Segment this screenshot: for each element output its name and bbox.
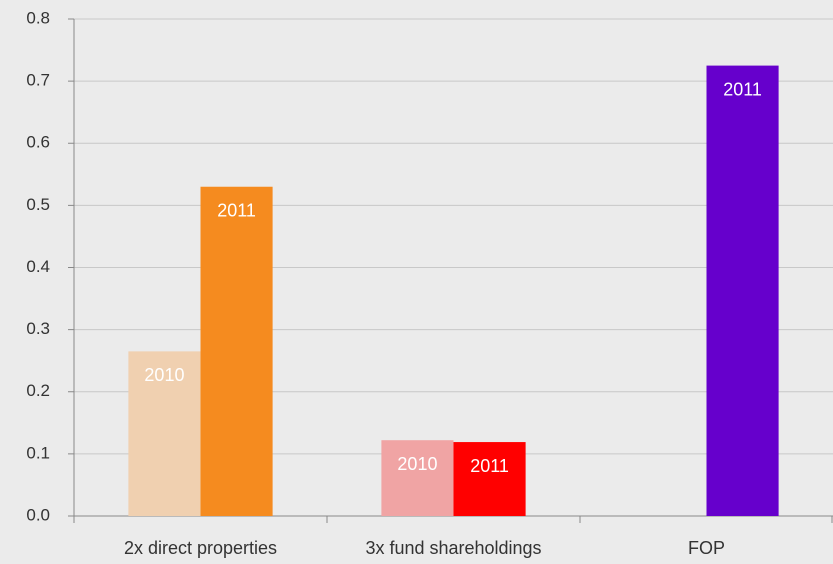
y-tick-label: 0.4 <box>26 257 50 276</box>
x-tick-label: FOP <box>688 538 725 558</box>
x-tick-label: 3x fund shareholdings <box>365 538 541 558</box>
x-tick-label: 2x direct properties <box>124 538 277 558</box>
bar <box>200 186 273 517</box>
y-tick-label: 0.6 <box>26 133 50 152</box>
y-tick-label: 0.2 <box>26 381 50 400</box>
y-tick-label: 0.7 <box>26 71 50 90</box>
y-tick-label: 0.3 <box>26 319 50 338</box>
y-tick-label: 0.1 <box>26 443 50 462</box>
bar <box>381 440 454 516</box>
bar-label: 2011 <box>217 200 256 220</box>
y-tick-label: 0.8 <box>26 8 50 27</box>
bar-label: 2011 <box>723 79 762 99</box>
y-tick-label: 0.5 <box>26 195 50 214</box>
bar-label: 2010 <box>144 365 184 385</box>
bar <box>128 351 201 516</box>
y-tick-label: 0.0 <box>26 505 50 524</box>
bar <box>453 442 526 516</box>
bar <box>706 65 779 516</box>
bar-label: 2011 <box>470 456 509 476</box>
bar-label: 2010 <box>397 454 437 474</box>
